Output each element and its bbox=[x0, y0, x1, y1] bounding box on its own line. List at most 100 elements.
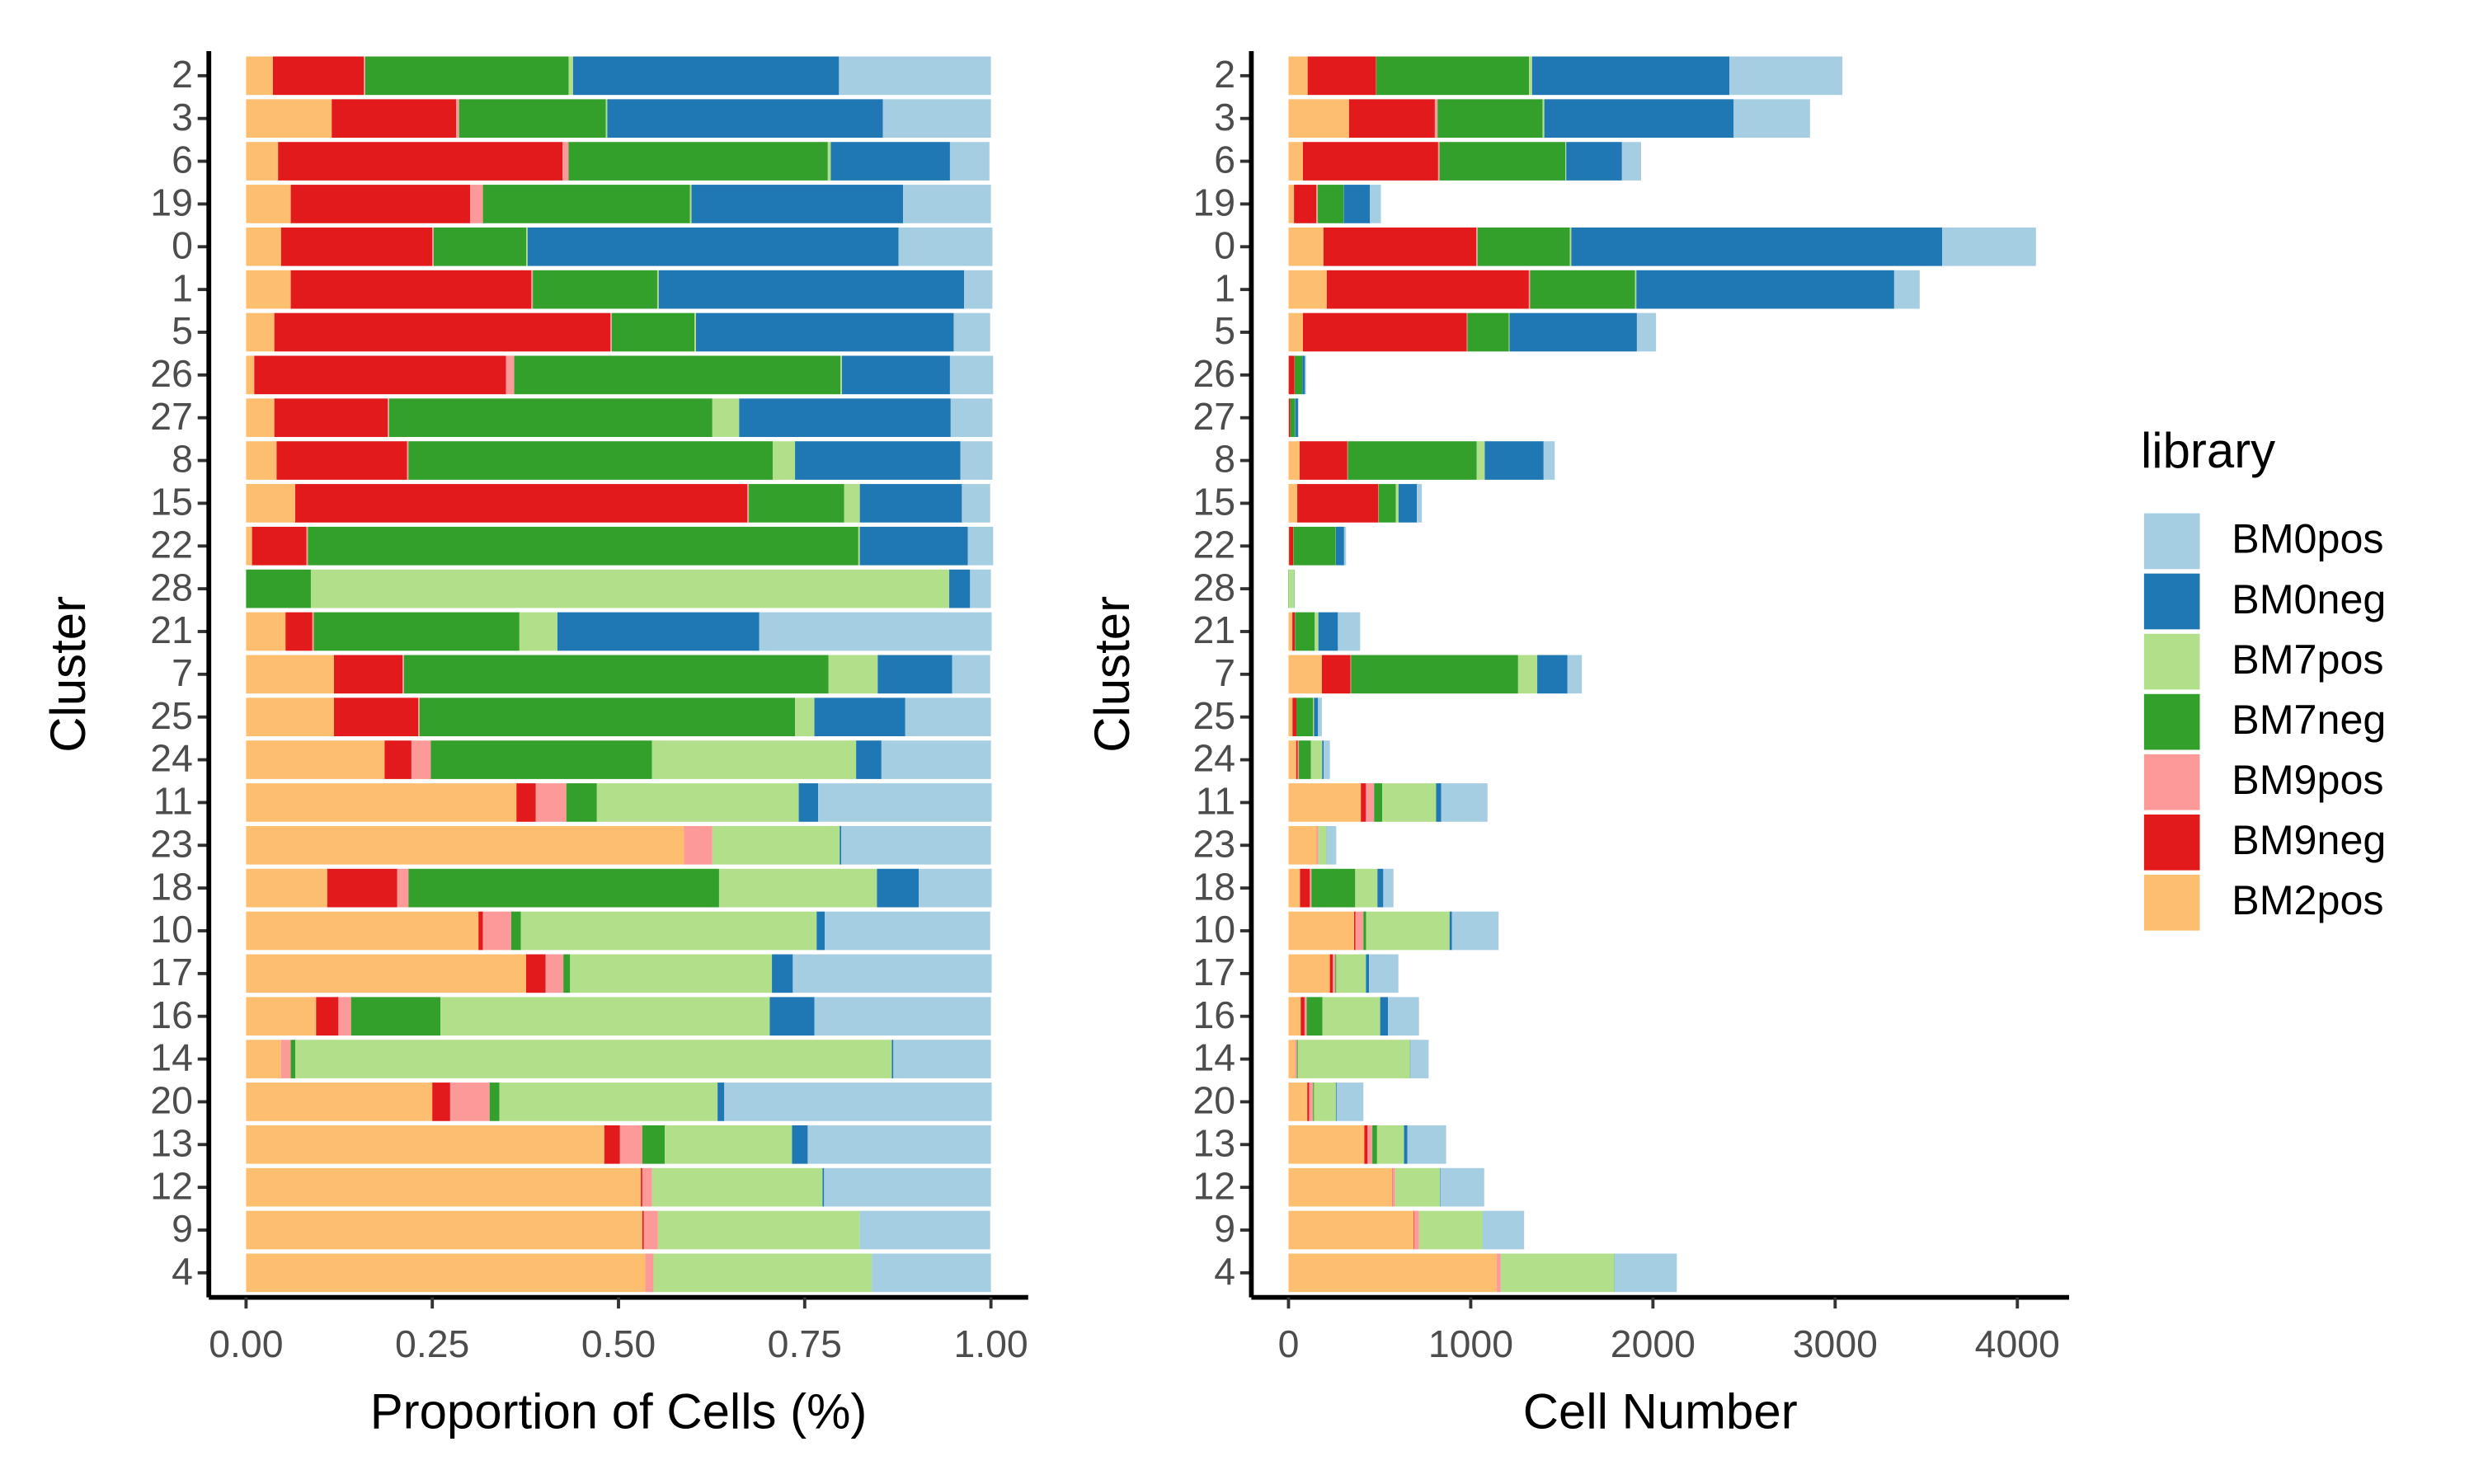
bar-segment bbox=[1636, 270, 1894, 309]
y-tick-label: 10 bbox=[150, 908, 193, 951]
bar-segment bbox=[1467, 312, 1509, 352]
bar-segment bbox=[246, 312, 275, 352]
bar-segment bbox=[246, 697, 334, 737]
bar-segment bbox=[545, 954, 564, 993]
bar-segment bbox=[535, 783, 567, 822]
bar-segment bbox=[1348, 441, 1477, 480]
bar-segment bbox=[1288, 312, 1303, 352]
bar-segment bbox=[818, 783, 992, 822]
bar-segment bbox=[1307, 56, 1376, 96]
bar-segment bbox=[1306, 997, 1323, 1036]
bar-segment bbox=[619, 1125, 642, 1164]
bar-segment bbox=[312, 612, 314, 651]
bar-segment bbox=[840, 825, 842, 865]
bar-segment bbox=[1326, 270, 1529, 309]
bar-segment bbox=[1476, 441, 1485, 480]
bar-segment bbox=[1288, 99, 1349, 139]
bar-segment bbox=[290, 1040, 295, 1078]
bar-segment bbox=[408, 441, 773, 480]
bar-segment bbox=[1367, 1125, 1373, 1164]
bar-segment bbox=[1364, 1125, 1368, 1164]
bar-segment bbox=[246, 99, 332, 139]
bar-segment bbox=[246, 954, 526, 993]
bar-segment bbox=[1288, 484, 1298, 523]
bar-segment bbox=[1434, 99, 1438, 139]
legend-title: library bbox=[2141, 423, 2275, 478]
bar-segment bbox=[246, 484, 295, 523]
bar-segment bbox=[1289, 526, 1294, 566]
legend-key bbox=[2143, 573, 2200, 630]
bar-segment bbox=[1288, 441, 1300, 480]
bar-segment bbox=[525, 227, 528, 266]
bar-segment bbox=[769, 997, 815, 1036]
bar-segment bbox=[747, 484, 750, 523]
bar-segment bbox=[525, 954, 546, 993]
bar-segment bbox=[403, 655, 829, 694]
legend-label: BM0pos bbox=[2232, 516, 2383, 562]
bar-segment bbox=[1529, 56, 1532, 96]
bar-segment bbox=[246, 355, 255, 395]
bar-segment bbox=[859, 1210, 990, 1250]
bar-segment bbox=[1382, 783, 1437, 822]
bar-segment bbox=[1315, 612, 1319, 651]
bar-segment bbox=[1483, 1210, 1525, 1250]
bar-segment bbox=[1361, 783, 1366, 822]
bar-segment bbox=[1508, 312, 1510, 352]
y-tick-label: 24 bbox=[150, 737, 193, 780]
x-tick-label: 0.75 bbox=[768, 1322, 842, 1365]
bar-segment bbox=[397, 868, 409, 908]
bar-segment bbox=[724, 1082, 992, 1121]
bar-segment bbox=[294, 1040, 892, 1078]
legend-label: BM9pos bbox=[2232, 757, 2383, 803]
bar-segment bbox=[1500, 1253, 1615, 1293]
y-tick-label: 23 bbox=[1192, 822, 1235, 865]
bar-segment bbox=[1363, 911, 1366, 951]
bar-segment bbox=[572, 56, 840, 96]
bar-segment bbox=[607, 99, 883, 139]
bar-segment bbox=[272, 56, 365, 96]
bar-segment bbox=[1290, 398, 1295, 438]
bar-segment bbox=[814, 697, 905, 737]
y-tick-label: 17 bbox=[1192, 951, 1235, 993]
bar-segment bbox=[1295, 1040, 1297, 1078]
bar-segment bbox=[691, 185, 904, 223]
bar-segment bbox=[246, 997, 317, 1036]
bar-segment bbox=[327, 868, 397, 908]
y-tick-label: 21 bbox=[1192, 608, 1235, 651]
bar-segment bbox=[1496, 1253, 1501, 1293]
bar-segment bbox=[1322, 740, 1324, 779]
bar-segment bbox=[604, 1125, 620, 1164]
bar-segment bbox=[642, 1167, 652, 1207]
bar-segment bbox=[557, 612, 760, 651]
bar-segment bbox=[533, 270, 657, 309]
bar-segment bbox=[246, 911, 479, 951]
bar-segment bbox=[1299, 441, 1348, 480]
bar-segment bbox=[285, 612, 313, 651]
y-tick-label: 12 bbox=[150, 1164, 193, 1207]
bar-segment bbox=[246, 1253, 646, 1293]
bar-segment bbox=[402, 655, 404, 694]
bar-segment bbox=[1355, 868, 1378, 908]
bar-segment bbox=[1476, 227, 1478, 266]
y-tick-label: 7 bbox=[172, 651, 193, 694]
bar-segment bbox=[1288, 526, 1290, 566]
y-tick-label: 10 bbox=[1192, 908, 1235, 951]
bar-segment bbox=[246, 655, 334, 694]
bar-segment bbox=[962, 484, 990, 523]
bar-segment bbox=[365, 56, 569, 96]
bar-segment bbox=[290, 270, 532, 309]
bar-segment bbox=[1449, 911, 1452, 951]
bar-segment bbox=[643, 1210, 658, 1250]
bar-segment bbox=[1484, 441, 1544, 480]
legend-key bbox=[2143, 814, 2200, 871]
bar-segment bbox=[306, 526, 308, 566]
bar-segment bbox=[839, 56, 991, 96]
bar-segment bbox=[478, 911, 483, 951]
bar-segment bbox=[1335, 954, 1337, 993]
legend-key bbox=[2143, 693, 2200, 750]
bar-segment bbox=[858, 526, 860, 566]
bar-segment bbox=[1378, 484, 1396, 523]
bar-segment bbox=[641, 1167, 642, 1207]
bar-segment bbox=[824, 1167, 991, 1207]
x-tick-label: 0.25 bbox=[395, 1322, 469, 1365]
